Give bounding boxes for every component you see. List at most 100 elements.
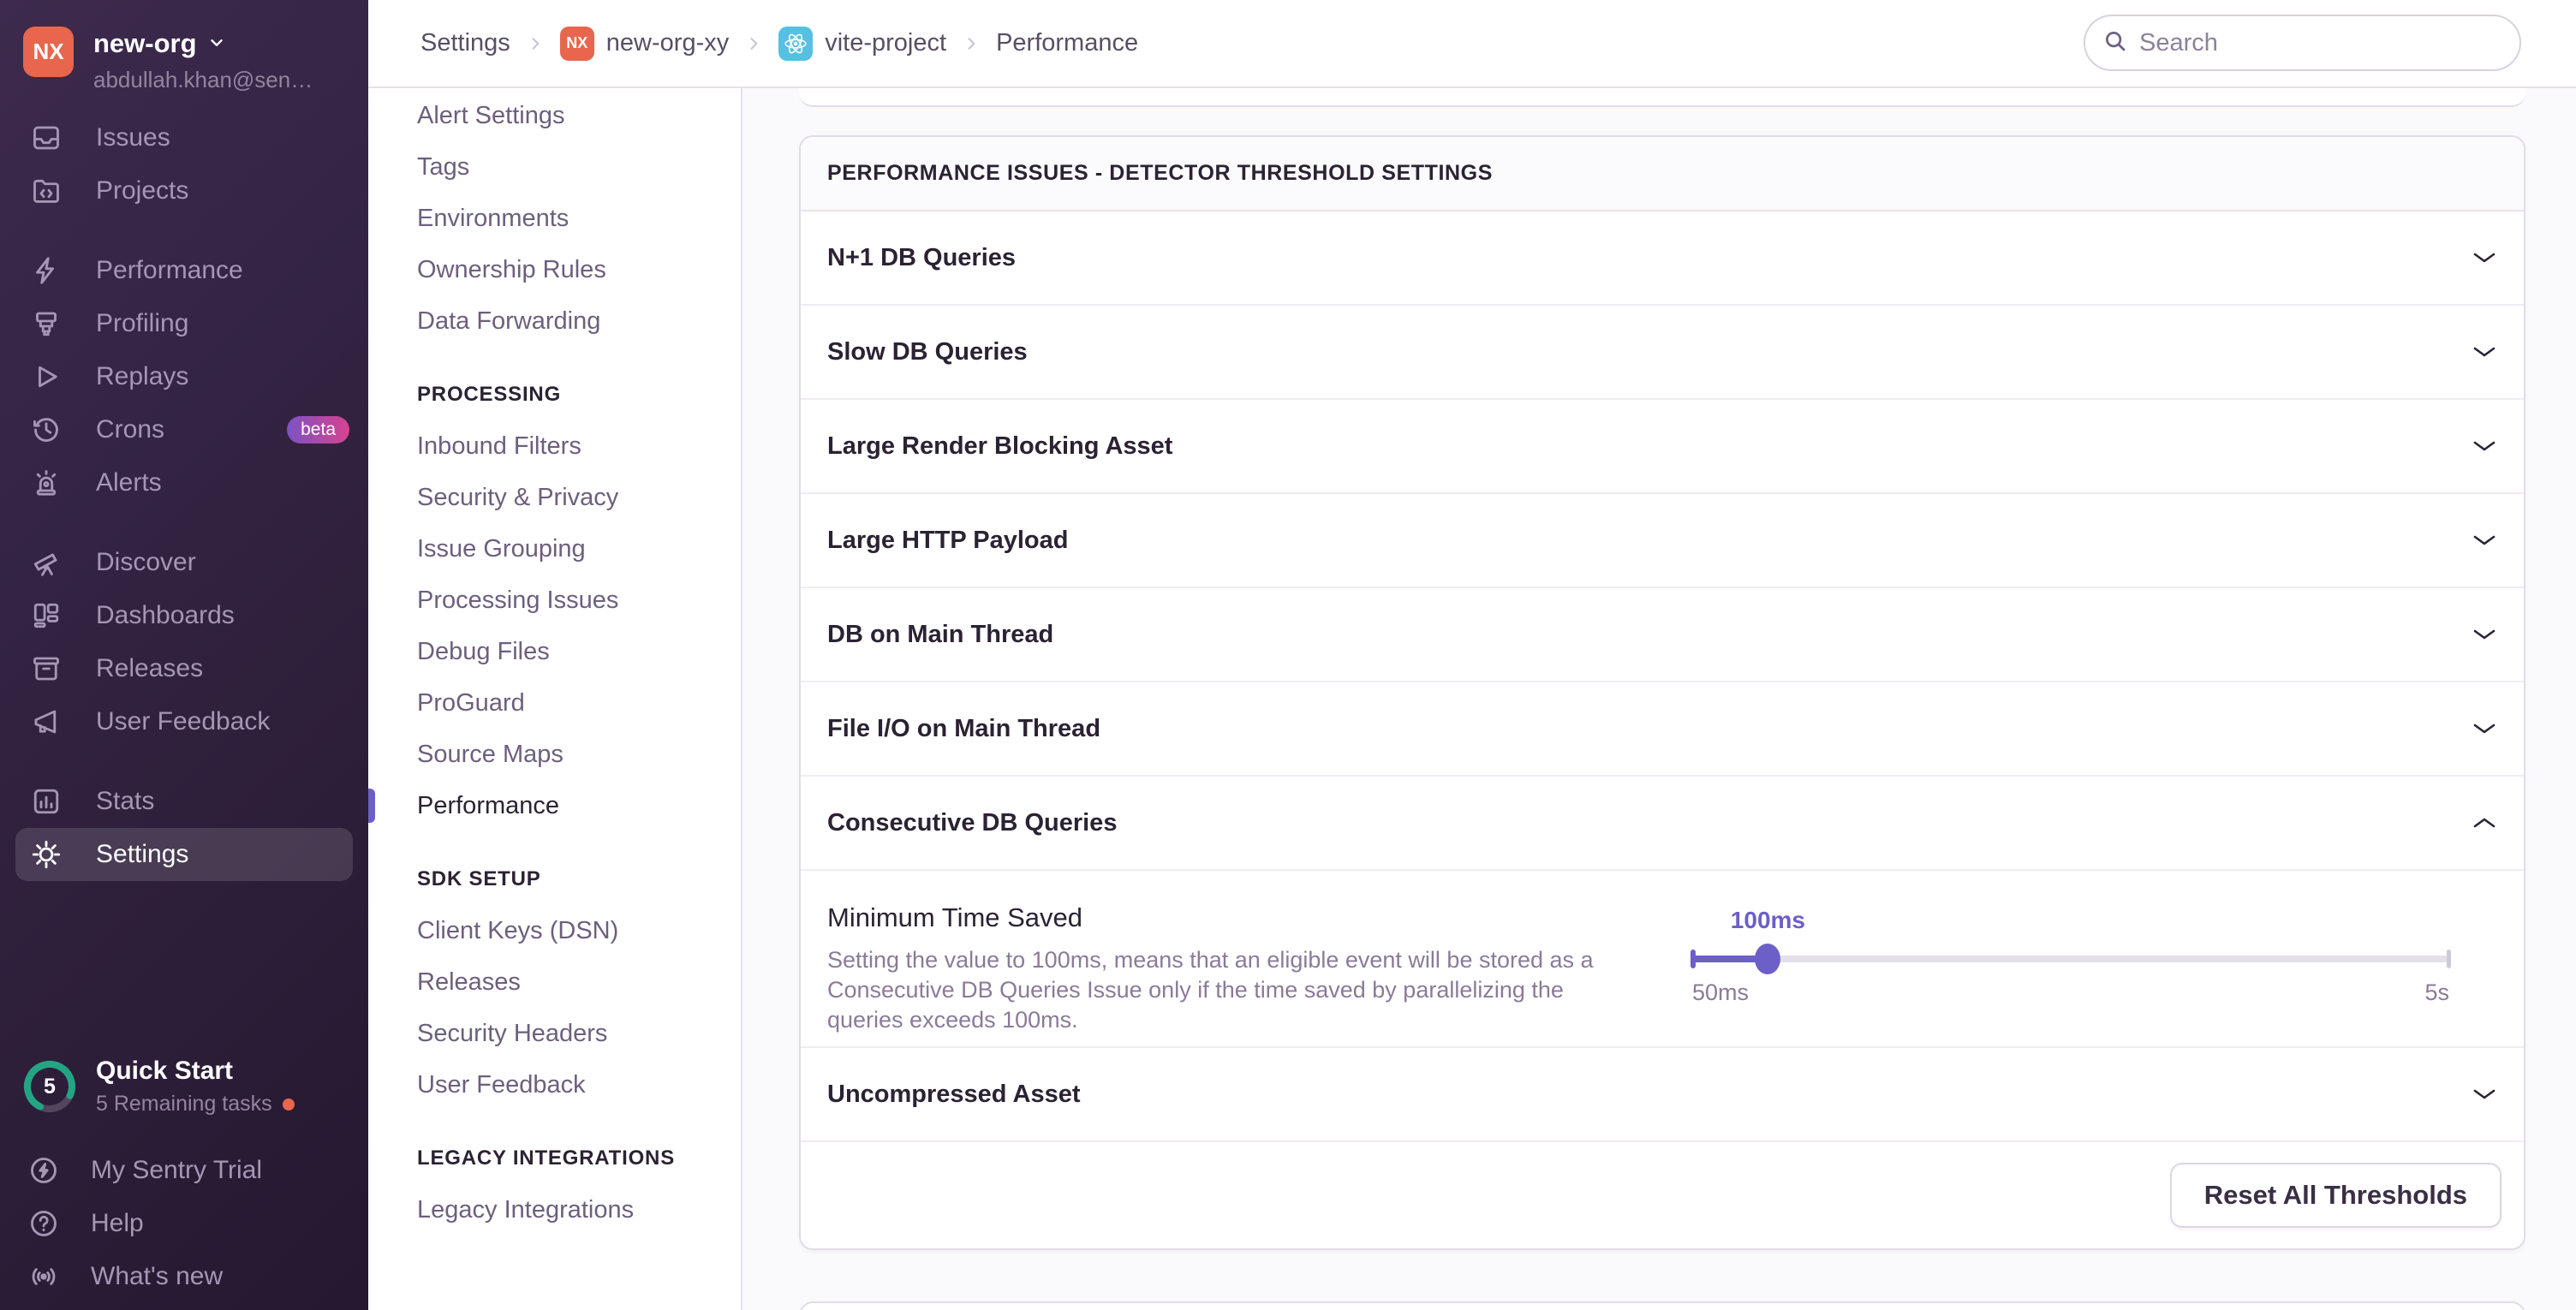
lightning-icon <box>31 255 62 286</box>
settings-nav-item-issue-grouping[interactable]: Issue Grouping <box>417 534 586 563</box>
settings-nav-item-security-headers[interactable]: Security Headers <box>417 1019 608 1047</box>
sidebar-item-user-feedback[interactable]: User Feedback <box>0 695 368 748</box>
detector-row-large-render-blocking-asset[interactable]: Large Render Blocking Asset <box>801 400 2524 494</box>
breadcrumb-item-new-org-xy[interactable]: NX new-org-xy <box>559 26 729 61</box>
settings-nav-item-tags[interactable]: Tags <box>417 152 470 181</box>
sidebar-item-stats[interactable]: Stats <box>0 775 368 828</box>
next-panel-top-edge <box>799 1301 2525 1310</box>
slider-handle[interactable] <box>1755 944 1781 974</box>
chevron-down-icon <box>2472 1087 2497 1102</box>
sidebar-item-help[interactable]: Help <box>0 1197 368 1250</box>
chevron-right-icon <box>527 35 544 52</box>
detector-row-db-on-main-thread[interactable]: DB on Main Thread <box>801 588 2524 682</box>
primary-sidebar: NX new-org abdullah.khan@sen… Issues Pro… <box>0 0 368 1310</box>
settings-nav-item-performance[interactable]: Performance <box>368 780 741 831</box>
settings-nav-item-proguard[interactable]: ProGuard <box>417 688 525 717</box>
play-icon <box>31 361 62 392</box>
slider-max-label: 5s <box>2424 980 2449 1005</box>
panel-footer: Reset All Thresholds <box>801 1142 2524 1248</box>
org-switcher[interactable]: NX new-org abdullah.khan@sen… <box>0 0 368 111</box>
sidebar-item-what-s-new[interactable]: What's new <box>0 1250 368 1303</box>
settings-nav-item-data-forwarding[interactable]: Data Forwarding <box>417 307 601 335</box>
chevron-down-icon <box>2472 533 2497 548</box>
detector-row-consecutive-db-queries[interactable]: Consecutive DB Queries <box>801 777 2524 871</box>
telescope-icon <box>31 547 62 578</box>
profiling-icon <box>31 308 62 339</box>
sidebar-item-releases[interactable]: Releases <box>0 642 368 695</box>
projects-icon <box>31 176 62 206</box>
detector-row-slow-db-queries[interactable]: Slow DB Queries <box>801 306 2524 400</box>
settings-nav-item-client-keys-dsn[interactable]: Client Keys (DSN) <box>417 916 619 944</box>
settings-nav-group-sdk-setup: SDK SETUP <box>417 867 541 890</box>
global-search[interactable] <box>2084 15 2521 71</box>
breadcrumb-item-performance[interactable]: Performance <box>996 29 1139 57</box>
dashboard-icon <box>31 600 62 631</box>
chevron-down-icon <box>207 28 226 59</box>
settings-nav-item-processing-issues[interactable]: Processing Issues <box>417 586 619 614</box>
breadcrumb: Settings NX new-org-xy vite-project Performa… <box>368 26 1139 61</box>
sidebar-item-profiling[interactable]: Profiling <box>0 297 368 350</box>
slider-track[interactable] <box>1690 944 2451 974</box>
top-header: Settings NX new-org-xy vite-project Performa… <box>368 0 2576 88</box>
chevron-down-icon <box>2472 627 2497 642</box>
bar-chart-icon <box>31 786 62 817</box>
minimum-time-saved-slider: 100ms 50ms 5s <box>1690 907 2451 1006</box>
sidebar-item-alerts[interactable]: Alerts <box>0 456 368 509</box>
settings-nav-item-legacy-integrations[interactable]: Legacy Integrations <box>417 1195 635 1224</box>
settings-nav-item-source-maps[interactable]: Source Maps <box>417 740 564 768</box>
settings-nav-item-security-privacy[interactable]: Security & Privacy <box>417 483 619 511</box>
settings-nav-group-processing: PROCESSING <box>417 383 562 406</box>
detector-row-n-1-db-queries[interactable]: N+1 DB Queries <box>801 211 2524 306</box>
org-user-email: abdullah.khan@sen… <box>93 67 313 92</box>
detector-row-uncompressed-asset[interactable]: Uncompressed Asset <box>801 1048 2524 1142</box>
broadcast-icon <box>28 1261 59 1292</box>
settings-nav-item-user-feedback[interactable]: User Feedback <box>417 1070 586 1099</box>
clock-icon <box>31 414 62 445</box>
org-avatar-icon: NX <box>559 26 594 61</box>
chevron-down-icon <box>2472 250 2497 265</box>
settings-nav-item-alert-settings[interactable]: Alert Settings <box>417 101 565 129</box>
slider-fill <box>1692 956 1768 962</box>
chevron-down-icon <box>2472 721 2497 736</box>
quick-start-count: 5 <box>44 1074 56 1099</box>
sidebar-item-discover[interactable]: Discover <box>0 536 368 589</box>
settings-nav-item-debug-files[interactable]: Debug Files <box>417 637 550 665</box>
react-logo-icon <box>778 26 814 61</box>
sidebar-item-dashboards[interactable]: Dashboards <box>0 589 368 642</box>
bolt-circle-icon <box>28 1155 59 1186</box>
settings-nav-item-environments[interactable]: Environments <box>417 204 569 232</box>
main-content: PERFORMANCE ISSUES - DETECTOR THRESHOLD … <box>742 88 2576 1310</box>
org-avatar: NX <box>23 27 74 77</box>
breadcrumb-item-settings[interactable]: Settings <box>420 29 510 57</box>
sidebar-item-issues[interactable]: Issues <box>0 111 368 164</box>
detector-row-file-i-o-on-main-thread[interactable]: File I/O on Main Thread <box>801 682 2524 777</box>
siren-icon <box>31 467 62 498</box>
settings-nav-item-releases[interactable]: Releases <box>417 968 521 996</box>
org-name: new-org <box>93 28 197 58</box>
sidebar-item-my-sentry-trial[interactable]: My Sentry Trial <box>0 1144 368 1197</box>
megaphone-icon <box>31 706 62 737</box>
settings-nav-group-legacy-integrations: LEGACY INTEGRATIONS <box>417 1146 675 1170</box>
issues-icon <box>31 122 62 153</box>
archive-icon <box>31 653 62 684</box>
beta-badge: beta <box>287 416 349 444</box>
quick-start-panel[interactable]: 5 Quick Start 5 Remaining tasks <box>23 1057 295 1116</box>
minimum-time-saved-label: Minimum Time Saved <box>827 902 1083 932</box>
slider-min-label: 50ms <box>1692 980 1750 1005</box>
question-circle-icon <box>28 1208 59 1239</box>
panel-title: PERFORMANCE ISSUES - DETECTOR THRESHOLD … <box>827 161 1494 185</box>
sidebar-item-projects[interactable]: Projects <box>0 164 368 217</box>
search-input[interactable] <box>2139 28 2502 57</box>
sidebar-item-performance[interactable]: Performance <box>0 244 368 297</box>
settings-nav-item-inbound-filters[interactable]: Inbound Filters <box>417 432 581 460</box>
quick-start-title: Quick Start <box>96 1057 234 1085</box>
slider-current-value: 100ms <box>1730 907 1805 933</box>
sidebar-item-replays[interactable]: Replays <box>0 350 368 403</box>
settings-nav-item-ownership-rules[interactable]: Ownership Rules <box>417 255 606 283</box>
sidebar-item-settings[interactable]: Settings <box>15 828 353 881</box>
detector-row-large-http-payload[interactable]: Large HTTP Payload <box>801 494 2524 588</box>
breadcrumb-item-vite-project[interactable]: vite-project <box>778 26 946 61</box>
sidebar-item-crons[interactable]: Crons beta <box>0 403 368 456</box>
chevron-up-icon <box>2472 815 2497 831</box>
reset-all-thresholds-button[interactable]: Reset All Thresholds <box>2169 1163 2501 1228</box>
